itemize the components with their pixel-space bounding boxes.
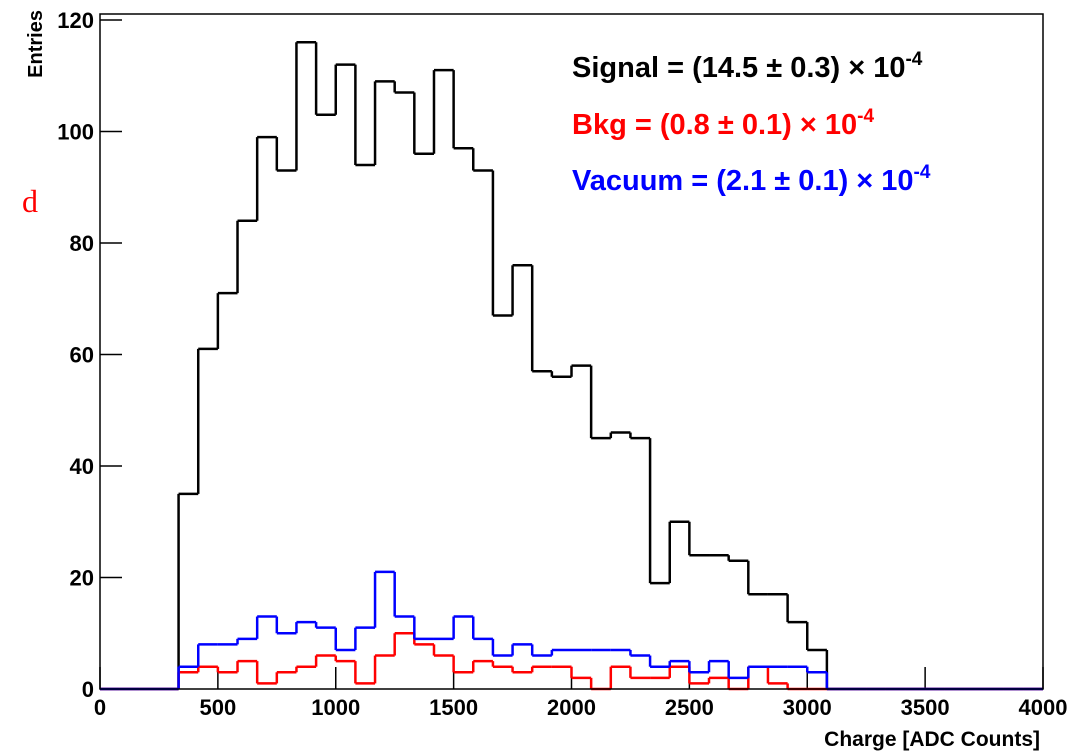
x-tick-label: 0 [94, 695, 106, 720]
x-tick-label: 3000 [783, 695, 832, 720]
legend-entry: Vacuum = (2.1 ± 0.1) × 10-4 [572, 162, 931, 197]
x-axis-label: Charge [ADC Counts] [824, 728, 1040, 751]
y-axis-label: Entries [25, 10, 47, 78]
x-tick-label: 1500 [429, 695, 478, 720]
x-tick-label: 500 [200, 695, 237, 720]
x-tick-label: 1000 [311, 695, 360, 720]
x-tick-label: 3500 [901, 695, 950, 720]
x-tick-label: 2500 [665, 695, 714, 720]
legend-text: Bkg = (0.8 ± 0.1) × 10 [572, 109, 857, 141]
legend-entry: Bkg = (0.8 ± 0.1) × 10-4 [572, 106, 874, 141]
legend-exponent: -4 [905, 49, 922, 70]
y-tick-label: 120 [57, 8, 94, 33]
series-0 [100, 41, 1043, 691]
y-tick-label: 40 [70, 454, 94, 479]
annotation: d [22, 183, 38, 219]
legend-text: Signal = (14.5 ± 0.3) × 10 [572, 52, 905, 84]
y-tick-label: 0 [82, 677, 94, 702]
x-tick-label: 4000 [1019, 695, 1068, 720]
legend-text: Vacuum = (2.1 ± 0.1) × 10 [572, 165, 914, 197]
x-tick-label: 2000 [547, 695, 596, 720]
legend-exponent: -4 [857, 106, 874, 127]
y-tick-label: 20 [70, 566, 94, 591]
y-tick-label: 80 [70, 231, 94, 256]
legend-exponent: -4 [914, 162, 931, 183]
y-tick-label: 60 [70, 343, 94, 368]
plot-frame [99, 13, 1044, 690]
legend-entry: Signal = (14.5 ± 0.3) × 10-4 [572, 49, 923, 84]
y-tick-label: 100 [57, 120, 94, 145]
